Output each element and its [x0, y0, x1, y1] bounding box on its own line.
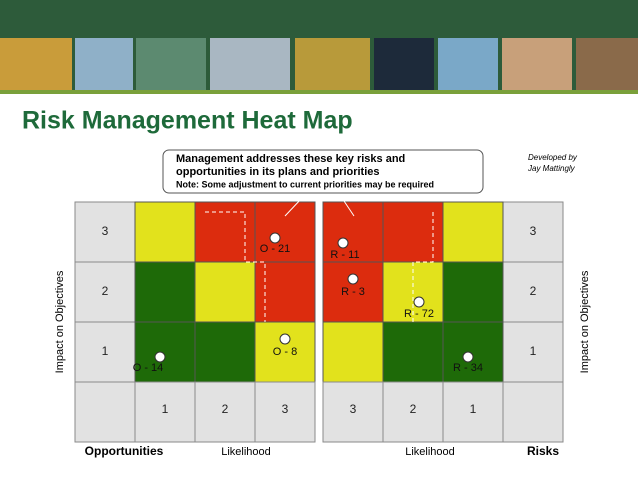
row-label: 1 [102, 344, 109, 358]
title: Risk Management Heat Map [22, 107, 353, 135]
marker-label: O - 21 [260, 243, 291, 255]
label-cell [134, 381, 196, 443]
heat-cell [134, 261, 196, 323]
marker-dot [462, 351, 474, 363]
markers: O - 21 O - 8 O - 14 R - 11 R - 3 R - 72 R - 34 [133, 232, 483, 374]
marker-label: R - 3 [341, 286, 365, 298]
marker-dot [154, 351, 166, 363]
y-axis-label: Impact on Objectives [54, 270, 66, 373]
marker-label: R - 11 [330, 249, 359, 261]
row-label: 2 [102, 284, 109, 298]
heat-cell [322, 201, 384, 263]
heat-cell [134, 201, 196, 263]
heat-cell [322, 261, 384, 323]
marker-dot [413, 296, 425, 308]
heat-cell [194, 201, 256, 263]
label-cell [502, 321, 564, 383]
panel-name: Opportunities [85, 444, 164, 458]
heat-cell [194, 261, 256, 323]
heat-cell [442, 201, 504, 263]
y-axis-label: Impact on Objectives [579, 270, 591, 373]
callout-box [162, 149, 484, 194]
callout-line: opportunities in its plans and prioritie… [176, 166, 380, 178]
label-cell [74, 381, 136, 443]
col-label: 1 [162, 402, 169, 416]
col-label: 3 [350, 402, 357, 416]
label-cell [74, 321, 136, 383]
marker-dot [337, 237, 349, 249]
heat-cell [134, 321, 196, 383]
credit: Jay Mattingly [527, 164, 576, 173]
row-label: 3 [530, 224, 537, 238]
col-label: 2 [222, 402, 229, 416]
marker-dot [269, 232, 281, 244]
row-label: 1 [530, 344, 537, 358]
col-label: 3 [282, 402, 289, 416]
marker-dot [279, 333, 291, 345]
credit: Developed by [528, 153, 578, 162]
heat-cell [254, 201, 316, 263]
label-cell [502, 381, 564, 443]
heat-cell [442, 321, 504, 383]
marker-label: R - 72 [404, 308, 434, 320]
overlay [205, 197, 434, 322]
row-label: 3 [102, 224, 109, 238]
callout-line: Management addresses these key risks and [176, 153, 405, 165]
heat-cell [442, 261, 504, 323]
label-cell [502, 201, 564, 263]
marker-dot [347, 273, 359, 285]
marker-label: O - 8 [273, 346, 297, 358]
grids: 3 2 1 1 2 3 Opportunities Likelihood 3 2 1 3 2 1 Risks… [74, 201, 564, 458]
marker-label: R - 34 [453, 362, 483, 374]
col-label: 1 [470, 402, 477, 416]
heat-cell [322, 321, 384, 383]
heat-cell [194, 321, 256, 383]
heat-cell [382, 321, 444, 383]
heat-cell [254, 261, 316, 323]
label-cell [442, 381, 504, 443]
label-cell [382, 381, 444, 443]
row-label: 2 [530, 284, 537, 298]
heat-cell [254, 321, 316, 383]
callout-note: Note: Some adjustment to current priorit… [176, 179, 434, 189]
label-cell [254, 381, 316, 443]
label-cell [194, 381, 256, 443]
label-cell [322, 381, 384, 443]
x-axis-label: Likelihood [221, 446, 271, 458]
heat-cell [382, 201, 444, 263]
panel-name: Risks [527, 444, 559, 458]
col-label: 2 [410, 402, 417, 416]
x-axis-label: Likelihood [405, 446, 455, 458]
banner [0, 0, 638, 94]
label-cell [502, 261, 564, 323]
marker-label: O - 14 [133, 362, 164, 374]
